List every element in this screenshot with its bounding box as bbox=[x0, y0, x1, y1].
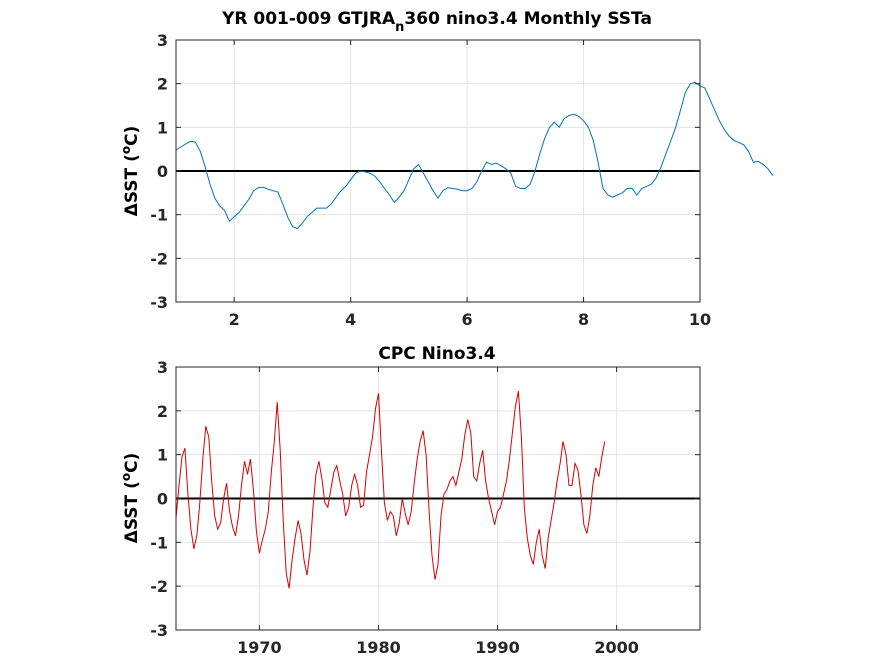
y-tick-label: 0 bbox=[157, 490, 168, 509]
chart-title-gtjra: YR 001-009 GTJRAn360 nino3.4 Monthly SST… bbox=[221, 9, 652, 35]
y-tick-label: 1 bbox=[157, 446, 168, 465]
y-tick-label: 3 bbox=[157, 31, 168, 50]
x-tick-label: 4 bbox=[345, 310, 356, 329]
x-tick-label: 1990 bbox=[475, 638, 520, 656]
ticks-cpc bbox=[176, 366, 700, 631]
chart-title-cpc: CPC Nino3.4 bbox=[378, 344, 495, 364]
series-line-cpc bbox=[175, 391, 606, 589]
tick-labels-gtjra: 2 4 6 8 10 -3 -2 -1 0 1 2 3 bbox=[150, 31, 711, 329]
x-tick-label: 1980 bbox=[356, 638, 401, 656]
y-tick-label: -1 bbox=[150, 533, 168, 552]
y-axis-label-cpc: ΔSST (oC) bbox=[119, 453, 142, 544]
x-tick-label: 1970 bbox=[237, 638, 282, 656]
x-tick-label: 8 bbox=[578, 310, 589, 329]
y-tick-label: 0 bbox=[157, 162, 168, 181]
x-tick-label: 2 bbox=[229, 310, 240, 329]
y-tick-label: -1 bbox=[150, 206, 168, 225]
panel-cpc-nino34: CPC Nino3.4 ΔSST (oC) 1970 1980 1990 2000 -3… bbox=[119, 344, 701, 656]
x-tick-label: 2000 bbox=[594, 638, 639, 656]
tick-labels-cpc: 1970 1980 1990 2000 -3 -2 -1 0 1 2 3 bbox=[150, 358, 639, 656]
panel-gtjra-sst: YR 001-009 GTJRAn360 nino3.4 Monthly SST… bbox=[119, 9, 774, 329]
ticks-gtjra bbox=[176, 39, 701, 303]
y-tick-label: 1 bbox=[157, 118, 168, 137]
y-axis-label-gtjra: ΔSST (oC) bbox=[119, 126, 142, 217]
y-tick-label: 3 bbox=[157, 358, 168, 377]
x-tick-label: 6 bbox=[462, 310, 473, 329]
y-tick-label: 2 bbox=[157, 75, 168, 94]
y-tick-label: -2 bbox=[150, 249, 168, 268]
y-tick-label: -2 bbox=[150, 577, 168, 596]
y-tick-label: 2 bbox=[157, 402, 168, 421]
y-tick-label: -3 bbox=[150, 621, 168, 640]
x-tick-label: 10 bbox=[689, 310, 711, 329]
series-line-gtjra bbox=[175, 81, 774, 230]
y-tick-label: -3 bbox=[150, 293, 168, 312]
